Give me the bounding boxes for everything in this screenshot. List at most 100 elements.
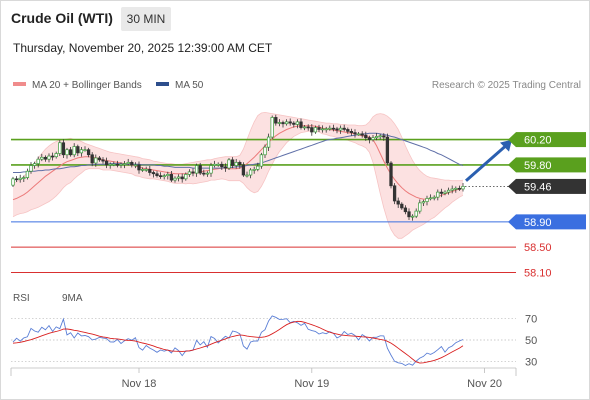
level-tag-resistance-pointer: [508, 132, 516, 148]
candle-body: [202, 172, 206, 175]
candle-body: [162, 175, 166, 178]
candle-body: [61, 142, 66, 156]
candle-body: [137, 164, 141, 171]
rsi-tick-label: 70: [525, 314, 537, 326]
candle-body: [364, 134, 368, 139]
candle-body: [367, 137, 372, 140]
ma50-swatch: [156, 82, 169, 87]
candle-body: [227, 159, 231, 169]
candle-body: [18, 177, 22, 180]
candle-body: [104, 160, 109, 166]
candle-body: [281, 122, 285, 125]
candle-body: [205, 172, 210, 175]
candle-body: [230, 159, 235, 166]
candle-body: [259, 154, 264, 167]
candle-body: [209, 165, 213, 174]
candle-body: [155, 173, 159, 177]
instrument-title: Crude Oil (WTI): [11, 10, 113, 26]
candle-body: [414, 210, 418, 217]
candle-body: [54, 153, 58, 158]
candle-body: [112, 163, 116, 166]
candle-body: [252, 168, 256, 171]
candle-body: [338, 127, 343, 131]
candle-body: [65, 149, 69, 156]
candle-body: [349, 131, 354, 133]
candle-body: [403, 207, 408, 213]
candle-body: [22, 177, 26, 179]
candle-body: [43, 156, 48, 160]
candle-body: [356, 133, 361, 136]
candle-body: [342, 127, 346, 130]
candle-body: [234, 162, 238, 166]
level-tag-resistance-bg: [516, 157, 586, 173]
level-tag-resistance-pointer: [508, 157, 516, 173]
credit-text: Research © 2025 Trading Central: [431, 80, 581, 91]
candle-body: [223, 166, 228, 169]
candle-body: [266, 136, 271, 148]
candle-body: [392, 185, 397, 202]
candle-body: [284, 121, 289, 125]
forecast-arrow-shaft: [465, 144, 507, 182]
candle-body: [295, 121, 300, 125]
candle-body: [169, 174, 174, 181]
candle-body: [328, 127, 332, 130]
ma20-line: [12, 125, 464, 201]
candle-body: [241, 164, 246, 176]
level-label-support: 58.10: [524, 268, 552, 280]
candle-body: [72, 146, 76, 156]
candle-body: [79, 149, 84, 154]
candle-body: [212, 163, 217, 166]
candle-body: [36, 158, 40, 164]
candle-body: [248, 169, 253, 176]
candle-body: [421, 201, 426, 204]
timeframe-badge[interactable]: 30 MIN: [121, 7, 171, 31]
candle-body: [320, 128, 325, 131]
rsi-line: [12, 315, 464, 367]
candle-body: [50, 155, 55, 158]
bollinger-band-fill: [13, 112, 463, 239]
candle-body: [374, 136, 379, 139]
candle-body: [187, 171, 192, 175]
x-tick-label: Nov 18: [122, 378, 157, 390]
level-tag-pivot-pointer: [508, 214, 516, 230]
candle-body: [191, 171, 195, 174]
candle-body: [144, 168, 148, 171]
timestamp: Thursday, November 20, 2025 12:39:00 AM …: [13, 41, 273, 55]
candle-body: [32, 163, 37, 166]
candle-body: [140, 168, 145, 171]
candle-body: [353, 132, 357, 135]
candle-body: [119, 163, 123, 166]
candle-body: [410, 215, 415, 218]
candle-body: [313, 127, 318, 133]
level-tag-pivot-bg: [516, 214, 586, 230]
x-tick-label: Nov 19: [294, 378, 329, 390]
level-tag-resistance-label: 60.20: [524, 135, 552, 147]
level-tag-pivot-label: 58.90: [524, 217, 552, 229]
candle-body: [432, 196, 436, 199]
candle-body: [216, 163, 220, 166]
candle-body: [461, 186, 465, 190]
legend-ma20: MA 20 + Bollinger Bands: [13, 80, 142, 91]
candle-body: [126, 162, 130, 164]
candle-body: [198, 165, 202, 174]
candle-body: [263, 146, 267, 156]
candle-body: [454, 187, 458, 190]
candle-body: [396, 200, 400, 205]
candle-body: [292, 122, 296, 125]
candle-body: [371, 137, 375, 140]
candle-body: [176, 176, 181, 179]
candle-body: [428, 197, 433, 200]
candle-body: [331, 127, 336, 130]
level-label-support: 58.50: [524, 242, 552, 254]
candle-body: [148, 168, 152, 173]
candle-body: [443, 191, 447, 194]
candle-body: [40, 156, 44, 160]
candle-body: [83, 149, 87, 152]
rsi-ma9-line: [12, 320, 464, 364]
candle-body: [302, 126, 307, 129]
candle-body: [288, 121, 292, 124]
candle-body: [277, 122, 282, 124]
candle-body: [256, 165, 260, 170]
candle-body: [346, 129, 350, 132]
